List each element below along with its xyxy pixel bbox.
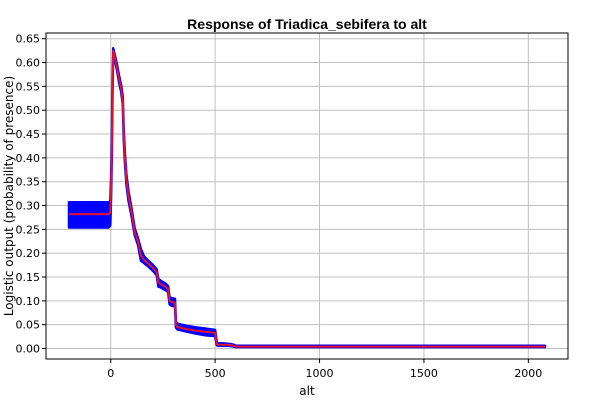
x-tick-label: 1500	[410, 367, 438, 380]
y-tick-label: 0.05	[16, 319, 41, 332]
y-tick-label: 0.35	[16, 176, 41, 189]
y-tick-label: 0.10	[16, 295, 41, 308]
y-tick-label: 0.50	[16, 104, 41, 117]
y-axis-label: Logistic output (probability of presence…	[2, 76, 16, 316]
x-tick-label: 500	[205, 367, 226, 380]
y-tick-label: 0.20	[16, 247, 41, 260]
y-tick-label: 0.45	[16, 128, 41, 141]
x-tick-label: 2000	[514, 367, 542, 380]
y-tick-label: 0.30	[16, 200, 41, 213]
x-axis-label: alt	[299, 384, 315, 398]
y-tick-label: 0.55	[16, 80, 41, 93]
y-tick-label: 0.40	[16, 152, 41, 165]
y-tick-label: 0.00	[16, 343, 41, 356]
plot-frame	[45, 32, 569, 360]
y-tick-label: 0.15	[16, 271, 41, 284]
y-tick-label: 0.60	[16, 57, 41, 70]
mean-line-path	[69, 49, 545, 348]
chart-title: Response of Triadica_sebifera to alt	[187, 16, 427, 32]
mean-response-line	[69, 49, 545, 348]
y-axis-ticks: 0.00 0.05 0.10 0.15 0.20 0.25 0.30 0.35 0.40 0.45…	[16, 33, 46, 356]
x-axis-ticks: 0 500 1000 1500 2000	[107, 359, 542, 380]
y-tick-label: 0.25	[16, 223, 41, 236]
x-tick-label: 0	[107, 367, 114, 380]
x-tick-label: 1000	[306, 367, 334, 380]
y-tick-label: 0.65	[16, 33, 41, 46]
